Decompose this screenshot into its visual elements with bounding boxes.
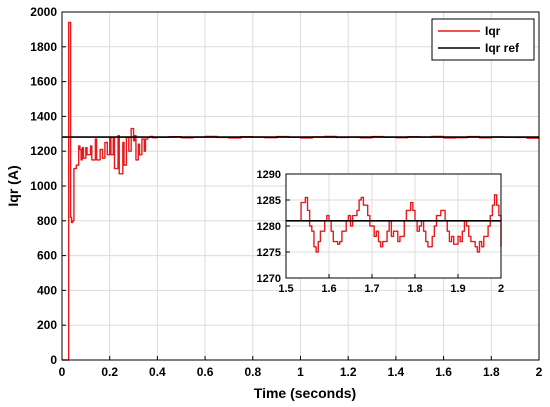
plot0-y-tick-label: 2000 xyxy=(30,5,57,19)
main-series xyxy=(62,21,540,361)
plot0-y-tick-label: 600 xyxy=(37,249,57,263)
plot0-x-tick-label: 0 xyxy=(59,365,66,379)
plot1-y-tick-label: 1285 xyxy=(257,195,281,207)
plot0-x-tick-label: 1.4 xyxy=(388,365,405,379)
legend-label-iqr-ref: Iqr ref xyxy=(485,41,520,55)
plot0-y-tick-label: 0 xyxy=(50,353,57,367)
plot0-x-tick-label: 0.8 xyxy=(244,365,261,379)
plot0-y-tick-label: 800 xyxy=(37,214,57,228)
plot0-y-tick-label: 1000 xyxy=(30,179,57,193)
inset-x-ticks: 1.5 1.6 1.7 1.8 1.9 2 xyxy=(278,274,504,295)
plot0-x-tick-label: 1.2 xyxy=(340,365,357,379)
plot1-y-tick-label: 1290 xyxy=(257,169,281,181)
inset-y-ticks: 1270 1275 1280 1285 1290 xyxy=(257,169,290,285)
y-axis-label: Iqr (A) xyxy=(5,165,21,206)
plot1-x-tick-label: 1.5 xyxy=(278,283,293,295)
plot0-y-tick-label: 1800 xyxy=(30,40,57,54)
plot0-y-tick-label: 400 xyxy=(37,283,57,297)
plot0-x-tick-label: 0.4 xyxy=(149,365,166,379)
plot1-y-tick-label: 1275 xyxy=(257,247,281,259)
legend: Iqr Iqr ref xyxy=(431,18,535,61)
plot1-x-tick-label: 1.9 xyxy=(450,283,465,295)
plot0-x-tick-label: 1.8 xyxy=(483,365,500,379)
plot0-y-tick-label: 1400 xyxy=(30,109,57,123)
plot0-x-tick-label: 0.6 xyxy=(197,365,214,379)
plot0-x-tick-label: 1.6 xyxy=(435,365,452,379)
plot1-x-tick-label: 2 xyxy=(498,283,504,295)
plot0-y-tick-label: 1600 xyxy=(30,75,57,89)
plot1-x-tick-label: 1.8 xyxy=(407,283,422,295)
x-axis-label: Time (seconds) xyxy=(254,385,356,401)
main-x-ticks: 0 0.2 0.4 0.6 0.8 1 1.2 1.4 1.6 1.8 2 xyxy=(59,356,543,379)
plot0-y-tick-label: 200 xyxy=(37,318,57,332)
plot1-y-tick-label: 1280 xyxy=(257,221,281,233)
plot1-x-tick-label: 1.7 xyxy=(364,283,379,295)
plot1-y-tick-label: 1270 xyxy=(257,273,281,285)
plot0-x-tick-label: 2 xyxy=(536,365,543,379)
plot0-x-tick-label: 0.2 xyxy=(101,365,118,379)
legend-box xyxy=(431,18,535,61)
legend-label-iqr: Iqr xyxy=(485,24,501,38)
plot0-x-tick-label: 1 xyxy=(297,365,304,379)
main-y-ticks: 0 200 400 600 800 1000 1200 1400 1600 1800 2000 xyxy=(30,5,66,367)
plot0-y-tick-label: 1200 xyxy=(30,144,57,158)
plot1-x-tick-label: 1.6 xyxy=(321,283,336,295)
inset-series xyxy=(286,194,502,253)
